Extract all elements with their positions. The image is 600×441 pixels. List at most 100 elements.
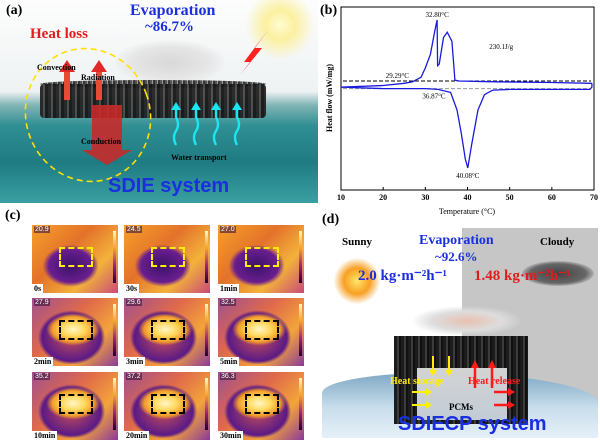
sample-region-box — [151, 320, 185, 340]
thermal-image: 24.5 30s — [124, 225, 210, 293]
max-temperature: 32.5 — [220, 299, 236, 306]
heat-release-arrows — [471, 360, 515, 409]
dsc-chart: 10 20 30 40 50 60 70 32.80°C 230.1J/g 29.29°C 36.… — [325, 6, 598, 216]
temperature-colorbar — [205, 231, 208, 283]
sunlight-arrow — [240, 30, 268, 75]
thermal-image: 20.9 0s — [32, 225, 118, 293]
max-temperature: 35.2 — [34, 373, 50, 380]
temperature-colorbar — [299, 378, 302, 430]
panel-d-sdiecp-diagram: Sunny Cloudy Evaporation ~92.6% 2.0 kg·m… — [322, 228, 598, 438]
plot-frame — [340, 6, 595, 191]
system-name: SDIECP system — [398, 413, 547, 435]
panel-d-label: (d) — [322, 212, 340, 227]
x-tick-label: 70 — [590, 193, 598, 202]
temperature-colorbar — [113, 378, 116, 430]
max-temperature: 27.9 — [34, 299, 50, 306]
x-tick-label: 40 — [464, 193, 472, 202]
thermal-image: 37.2 20min — [124, 372, 210, 440]
pcms-label: PCMs — [449, 402, 473, 412]
sample-region-box — [245, 320, 279, 340]
thermal-image: 27.9 2min — [32, 298, 118, 366]
radiation-label: Radiation — [81, 73, 115, 82]
panel-c-label: (c) — [5, 208, 21, 223]
annotation-label: 40.08°C — [456, 172, 480, 180]
cooling-curve — [340, 19, 592, 88]
heat-storage-arrows — [412, 356, 453, 409]
sample-region-box — [245, 247, 279, 267]
temperature-colorbar — [299, 231, 302, 283]
sample-region-box — [59, 320, 93, 340]
sunny-label: Sunny — [342, 236, 372, 248]
heat-loss-ellipse — [24, 47, 152, 183]
thermal-image: 32.5 5min — [218, 298, 304, 366]
conduction-label: Conduction — [81, 137, 122, 146]
x-tick-label: 10 — [337, 193, 345, 202]
time-label: 0s — [32, 284, 44, 293]
time-label: 2min — [32, 357, 54, 366]
thermal-image: 36.3 30min — [218, 372, 304, 440]
heat-release-label: Heat release — [468, 376, 521, 387]
temperature-colorbar — [205, 304, 208, 356]
heat-storage-label: Heat storage — [390, 376, 445, 387]
panel-a-sdie-diagram: (a) Evaporation ~86.7% Heat loss Convect… — [0, 0, 318, 203]
cloud-icon — [522, 261, 594, 286]
sample-region-box — [151, 247, 185, 267]
heat-loss-label: Heat loss — [30, 26, 88, 42]
annotation-label: 230.1J/g — [489, 43, 513, 51]
time-label: 30s — [124, 284, 140, 293]
evaporation-title: Evaporation — [130, 2, 216, 19]
sample-region-box — [151, 394, 185, 414]
max-temperature: 24.5 — [126, 226, 142, 233]
x-tick-label: 50 — [506, 193, 514, 202]
heating-curve — [340, 83, 593, 169]
vapor-cloud — [412, 306, 522, 336]
panel-a-graphics — [24, 30, 268, 183]
max-temperature: 20.9 — [34, 226, 50, 233]
thermal-image: 35.2 10min — [32, 372, 118, 440]
temperature-colorbar — [299, 304, 302, 356]
time-label: 1min — [218, 284, 240, 293]
panel-a-label: (a) — [6, 3, 23, 18]
cloudy-label: Cloudy — [540, 236, 575, 248]
y-axis-label: Heat flow (mW/mg) — [325, 64, 334, 132]
convection-label: Convection — [37, 63, 76, 72]
evaporation-value: ~86.7% — [145, 19, 195, 35]
sunny-rate: 2.0 kg·m⁻²h⁻¹ — [358, 268, 448, 284]
x-tick-label: 30 — [421, 193, 429, 202]
x-tick-label: 20 — [379, 193, 387, 202]
x-axis-label: Temperature (°C) — [439, 207, 496, 216]
water-transport-label: Water transport — [171, 153, 227, 162]
thermal-image: 27.0 1min — [218, 225, 304, 293]
evaporation-title: Evaporation — [419, 233, 494, 248]
thermal-image: 29.6 3min — [124, 298, 210, 366]
time-label: 30min — [218, 431, 244, 440]
annotation-label: 36.87°C — [422, 93, 446, 101]
sample-region-box — [59, 247, 93, 267]
system-name: SDIE system — [108, 175, 230, 197]
vapor-cloud — [115, 40, 225, 85]
convection-arrow — [59, 60, 75, 100]
water-transport-arrows — [172, 109, 241, 146]
evaporator-body — [40, 84, 266, 118]
time-label: 10min — [32, 431, 58, 440]
temperature-colorbar — [113, 231, 116, 283]
conduction-arrow — [82, 105, 132, 165]
max-temperature: 36.3 — [220, 373, 236, 380]
sample-region-box — [59, 394, 93, 414]
annotation-label: 29.29°C — [386, 72, 410, 80]
evaporation-value: ~92.6% — [435, 249, 478, 264]
time-label: 3min — [124, 357, 146, 366]
sun-icon — [334, 258, 380, 304]
max-temperature: 27.0 — [220, 226, 236, 233]
annotation-label: 32.80°C — [426, 11, 450, 19]
cloudy-rate: 1.48 kg·m⁻²h⁻¹ — [474, 268, 571, 284]
panel-b-label: (b) — [320, 3, 338, 18]
max-temperature: 29.6 — [126, 299, 142, 306]
sample-region-box — [245, 394, 279, 414]
max-temperature: 37.2 — [126, 373, 142, 380]
temperature-colorbar — [113, 304, 116, 356]
heat-arrows — [412, 356, 515, 409]
time-label: 5min — [218, 357, 240, 366]
time-label: 20min — [124, 431, 150, 440]
temperature-colorbar — [205, 378, 208, 430]
